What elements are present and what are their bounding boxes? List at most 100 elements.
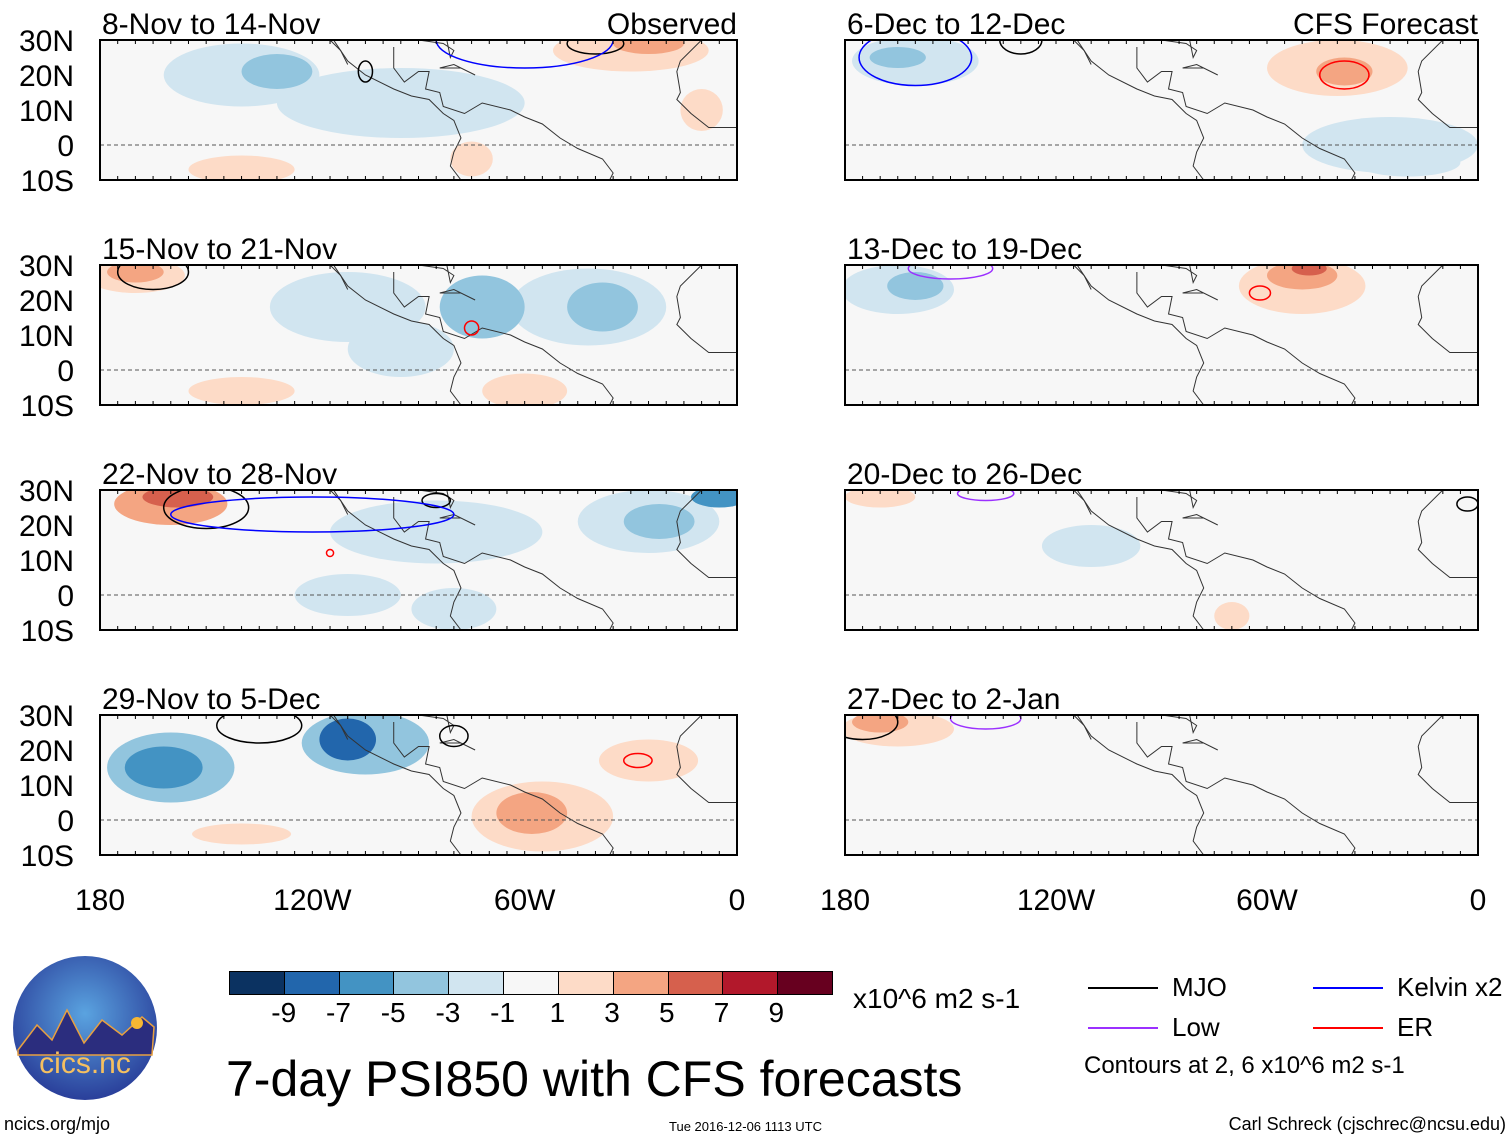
negative-anomaly <box>347 321 454 377</box>
panel-content <box>845 715 1478 855</box>
wave-contour <box>435 40 614 69</box>
negative-anomaly <box>439 275 525 339</box>
legend-line <box>1313 1026 1383 1029</box>
wave-contour <box>170 496 455 533</box>
colorbar: -9 -7 -5 -3 -1 1 3 5 7 9 <box>229 971 833 1028</box>
colorbar-label: 3 <box>604 997 620 1028</box>
colorbar-label: -5 <box>380 997 406 1028</box>
wave-contour <box>438 724 469 748</box>
wave-contour <box>1319 60 1370 90</box>
positive-anomaly <box>852 715 909 733</box>
negative-anomaly <box>241 54 313 89</box>
wave-contour <box>907 265 994 280</box>
wave-contour <box>162 490 250 530</box>
coastline <box>1417 490 1478 578</box>
logo-graphic: cics.nc <box>13 956 157 1100</box>
coastline <box>1038 715 1205 855</box>
legend-line <box>1313 986 1383 989</box>
map-panel: 20-Dec to 26-Dec <box>844 458 1479 631</box>
panel-date-label: 6-Dec to 12-Dec <box>847 8 1065 41</box>
positive-anomaly <box>188 377 295 405</box>
wave-contour <box>623 752 653 769</box>
colorbar-swatch <box>504 972 559 994</box>
lat-tick-label: 20N <box>19 60 74 93</box>
lon-tick-label: 180 <box>820 884 870 917</box>
negative-anomaly <box>1041 525 1141 567</box>
lon-tick-label: 0 <box>729 884 746 917</box>
legend-line <box>1088 986 1158 989</box>
coastline <box>1073 265 1092 290</box>
coastline <box>294 715 462 855</box>
positive-anomaly <box>680 89 723 131</box>
colorbar-label: -9 <box>271 997 297 1028</box>
coastline <box>1161 490 1198 510</box>
coastline <box>676 490 737 578</box>
coastline <box>393 272 614 405</box>
coastline <box>676 715 737 803</box>
negative-anomaly <box>1231 732 1338 768</box>
coastline <box>1136 722 1356 855</box>
panel-content <box>100 40 737 180</box>
lat-tick-label: 10N <box>19 545 74 578</box>
positive-anomaly <box>1316 57 1373 86</box>
lat-tick-label: 20N <box>19 735 74 768</box>
coastline <box>329 40 349 65</box>
positive-anomaly <box>142 490 214 508</box>
legend-label: MJO <box>1172 972 1227 1002</box>
coastline <box>1073 715 1092 740</box>
map-panel: 6-Dec to 12-Dec CFS Forecast <box>844 8 1479 181</box>
lat-tick-label: 0 <box>57 580 74 613</box>
positive-anomaly <box>1291 265 1327 276</box>
lon-tick-label: 120W <box>273 884 352 917</box>
panel-date-label: 29-Nov to 5-Dec <box>102 683 320 716</box>
wave-contour <box>1248 285 1272 301</box>
colorbar-label: -3 <box>435 997 461 1028</box>
negative-anomaly <box>276 68 525 138</box>
coastline <box>1182 738 1218 751</box>
wave-contour <box>325 548 335 558</box>
lat-tick-label: 0 <box>57 130 74 163</box>
negative-anomaly <box>1126 546 1443 609</box>
panel-content <box>100 265 737 405</box>
coastline <box>676 265 737 353</box>
coastline <box>1136 47 1356 180</box>
coastline <box>1038 265 1205 405</box>
positive-anomaly <box>482 373 568 405</box>
colorbar-swatch <box>284 972 340 994</box>
negative-anomaly <box>567 282 638 332</box>
coastline <box>439 63 476 76</box>
observed-label: Observed <box>607 8 737 41</box>
legend-label: ER <box>1397 1012 1434 1042</box>
lat-tick-label: 0 <box>57 355 74 388</box>
colorbar-swatch <box>558 972 614 994</box>
positive-anomaly <box>845 490 916 508</box>
lat-tick-label: 10S <box>21 615 74 648</box>
negative-anomaly <box>887 272 944 300</box>
panel-date-label: 15-Nov to 21-Nov <box>102 233 337 266</box>
colorbar-label: 5 <box>659 997 675 1028</box>
lat-tick-label: 10N <box>19 320 74 353</box>
negative-anomaly <box>1354 148 1461 177</box>
positive-anomaly <box>1214 602 1250 630</box>
panel-date-label: 27-Dec to 2-Jan <box>847 683 1060 716</box>
wave-contour <box>845 715 899 741</box>
lat-tick-label: 10S <box>21 390 74 423</box>
footer-url: ncics.org/mjo <box>4 1114 111 1134</box>
lat-tick-label: 10S <box>21 165 74 198</box>
lon-tick-label: 0 <box>1470 884 1487 917</box>
colorbar-swatch <box>778 972 832 994</box>
lon-tick-label: 60W <box>1236 884 1298 917</box>
coastline <box>1161 265 1198 285</box>
lon-tick-label: 180 <box>75 884 125 917</box>
map-panel: 13-Dec to 19-Dec <box>844 233 1479 406</box>
negative-anomaly <box>124 746 203 789</box>
colorbar-label: 1 <box>549 997 566 1028</box>
coastline <box>1417 715 1478 803</box>
negative-anomaly <box>968 307 1285 363</box>
wave-contour <box>357 60 374 83</box>
footer-author: Carl Schreck (cjschrec@ncsu.edu) <box>1228 1114 1506 1134</box>
coastline <box>676 40 737 128</box>
wave-contour <box>956 490 1015 502</box>
